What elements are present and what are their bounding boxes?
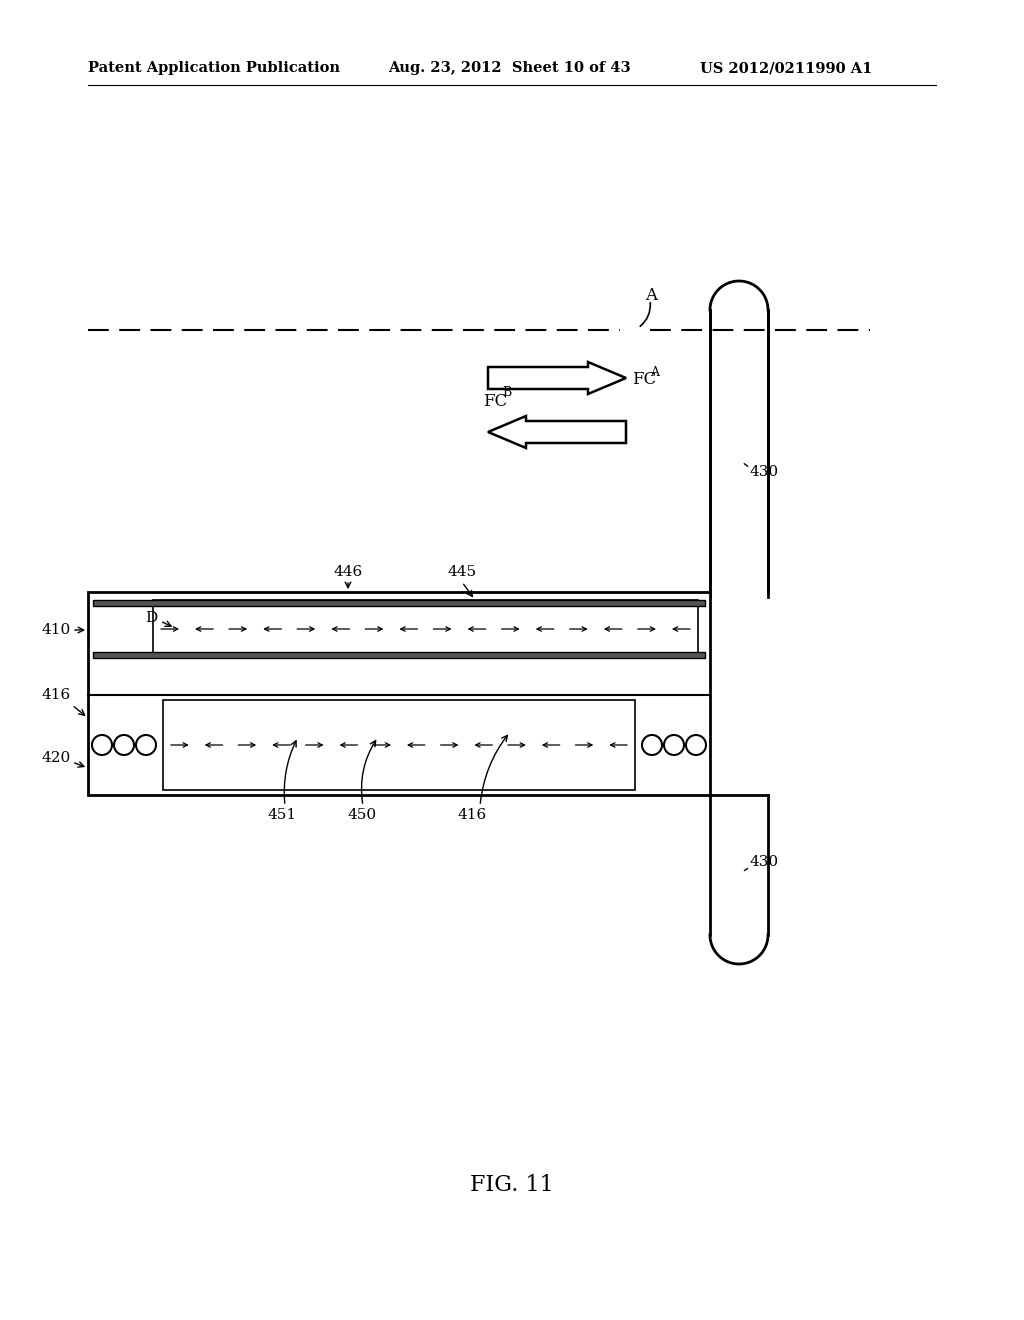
Circle shape [114,735,134,755]
Bar [163,700,635,789]
Polygon shape [488,416,626,447]
Text: A: A [645,286,657,304]
Text: 430: 430 [750,855,779,869]
Circle shape [92,735,112,755]
Text: 445: 445 [449,565,477,579]
Text: FIG. 11: FIG. 11 [470,1173,554,1196]
Circle shape [664,735,684,755]
Text: US 2012/0211990 A1: US 2012/0211990 A1 [700,61,872,75]
Text: 420: 420 [42,751,72,766]
Text: 451: 451 [268,808,297,822]
Text: B: B [502,387,511,400]
Circle shape [642,735,662,755]
Text: FC: FC [483,393,507,411]
Bar [93,601,705,606]
Polygon shape [488,362,626,393]
Text: 446: 446 [334,565,362,579]
Text: FC: FC [632,371,656,388]
Bar [93,652,705,657]
Bar [153,601,698,657]
Text: 416: 416 [42,688,72,702]
Text: Patent Application Publication: Patent Application Publication [88,61,340,75]
Text: Aug. 23, 2012  Sheet 10 of 43: Aug. 23, 2012 Sheet 10 of 43 [388,61,631,75]
Bar [88,591,710,795]
Text: 430: 430 [750,465,779,479]
Text: D: D [145,611,158,624]
Text: 416: 416 [458,808,487,822]
Text: 410: 410 [42,623,72,638]
Circle shape [136,735,156,755]
Circle shape [686,735,706,755]
Text: A: A [650,366,659,379]
Text: 450: 450 [348,808,377,822]
